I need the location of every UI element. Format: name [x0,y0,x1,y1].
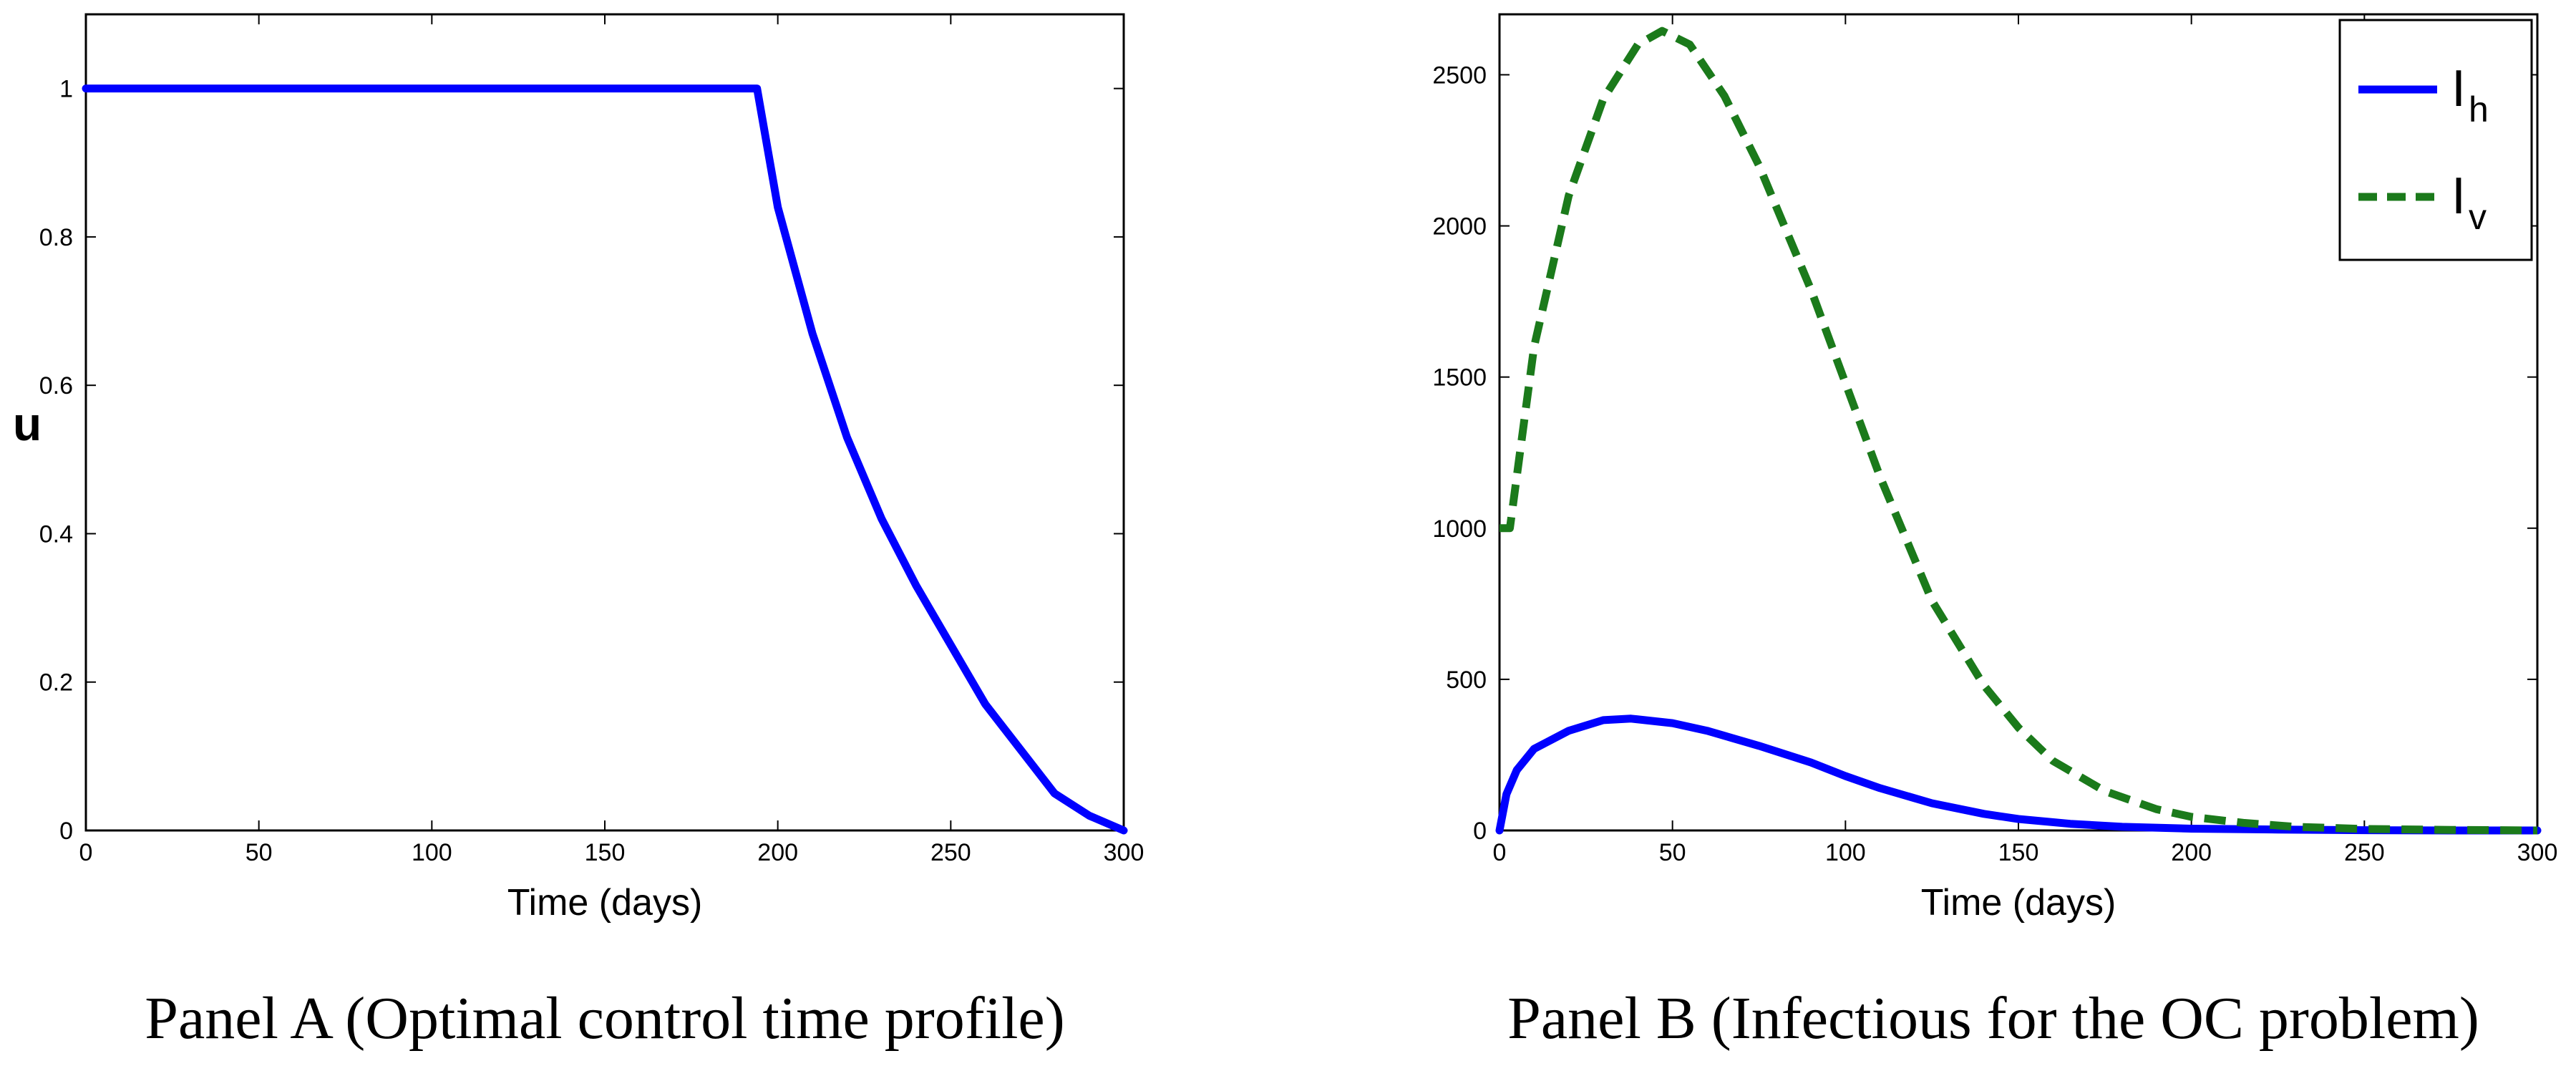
legend-entry-ih: Ih [2358,60,2489,130]
panel-b-caption: Panel B (Infectious for the OC problem) [1507,985,2479,1052]
panel-a-y-tick-label: 0 [59,818,73,845]
panel-b-series-line-ih [1495,714,2542,835]
panel-b-y-ticks: 0 500 1000 1500 2000 2500 [1432,62,2537,845]
panel-a-y-tick-label: 0.2 [39,669,73,697]
panel-a-plot-area [84,13,1125,832]
panel-a-y-tick-label: 0.4 [39,520,73,548]
panel-a-x-tick-label: 150 [585,839,626,866]
panel-a-x-tick-label: 50 [246,839,273,866]
panel-a-chart: 0 50 100 150 200 250 300 0 0.2 0.4 0.6 0.8 1 Time (… [13,13,1144,1052]
legend-label-ih-main: I [2451,60,2466,117]
panel-b-y-tick-label: 2500 [1432,62,1487,89]
panel-a-y-tick-label: 1 [59,76,73,103]
panel-b-x-tick-label: 0 [1493,839,1507,866]
panel-b-x-tick-label: 100 [1825,839,1866,866]
legend: Ih Iv [2338,19,2533,261]
legend-entry-iv: Iv [2358,168,2487,237]
panel-a-y-tick-label: 0.6 [39,372,73,399]
panel-b-x-tick-label: 50 [1659,839,1686,866]
panel-a-series-line-0 [82,84,1128,835]
panel-b-y-tick-label: 500 [1446,667,1487,694]
legend-label-iv-main: I [2451,168,2466,225]
legend-label-iv-sub: v [2469,197,2487,237]
legend-box [2338,19,2533,261]
panel-a-x-tick-label: 0 [79,839,93,866]
panel-b-series-line-iv [1500,26,2538,835]
panel-b-x-tick-label: 150 [1998,839,2039,866]
panel-a-x-ticks: 0 50 100 150 200 250 300 [79,14,1144,866]
panel-b-series [1495,26,2542,835]
panel-a-caption: Panel A (Optimal control time profile) [145,985,1064,1052]
panel-a-y-tick-label: 0.8 [39,224,73,251]
panel-b-x-ticks: 0 50 100 150 200 250 300 [1493,14,2558,866]
panel-b-x-axis-title: Time (days) [1921,882,2116,924]
panel-a-x-axis-title: Time (days) [507,882,703,924]
panel-b-x-tick-label: 300 [2517,839,2558,866]
panel-b-x-tick-label: 200 [2171,839,2212,866]
legend-label-iv: Iv [2451,168,2487,237]
panel-b-y-tick-label: 1500 [1432,364,1487,392]
panel-a-x-tick-label: 250 [930,839,971,866]
panel-b-chart: 0 50 100 150 200 250 300 05001000150020002500 … [1432,13,2558,1052]
legend-label-ih-sub: h [2469,89,2489,130]
panel-a-x-tick-label: 200 [757,839,798,866]
panel-b-y-tick-label: 2000 [1432,213,1487,241]
panel-a-series [82,84,1128,835]
panel-b-y-tick-label: 1000 [1432,515,1487,543]
panel-a-y-axis-title: u [13,397,42,450]
panel-a-x-tick-label: 300 [1104,839,1144,866]
panel-a-y-ticks: 0 0.2 0.4 0.6 0.8 1 [39,76,1124,845]
panel-b-x-tick-label: 250 [2344,839,2385,866]
panel-a-x-tick-label: 100 [412,839,452,866]
panel-b-y-tick-label: 0 [1473,818,1487,845]
legend-label-ih: Ih [2451,60,2489,130]
